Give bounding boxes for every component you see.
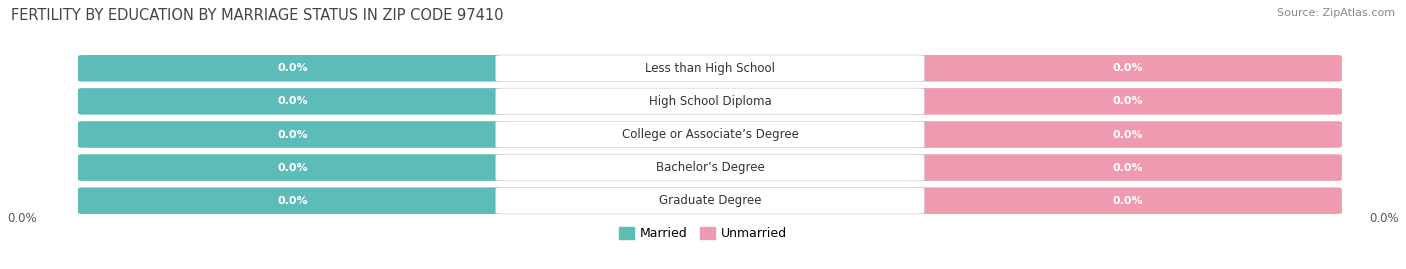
Text: College or Associate’s Degree: College or Associate’s Degree [621,128,799,141]
Text: 0.0%: 0.0% [1112,129,1143,140]
FancyBboxPatch shape [912,154,1341,181]
Text: Source: ZipAtlas.com: Source: ZipAtlas.com [1277,8,1395,18]
FancyBboxPatch shape [912,187,1341,214]
FancyBboxPatch shape [495,154,924,181]
Text: High School Diploma: High School Diploma [648,95,772,108]
FancyBboxPatch shape [495,187,924,214]
Legend: Married, Unmarried: Married, Unmarried [613,222,793,245]
Text: 0.0%: 0.0% [1112,162,1143,173]
FancyBboxPatch shape [77,154,1341,181]
FancyBboxPatch shape [77,88,506,115]
FancyBboxPatch shape [77,55,1341,82]
Text: FERTILITY BY EDUCATION BY MARRIAGE STATUS IN ZIP CODE 97410: FERTILITY BY EDUCATION BY MARRIAGE STATU… [11,8,503,23]
Text: 0.0%: 0.0% [277,129,308,140]
FancyBboxPatch shape [77,187,506,214]
Text: Less than High School: Less than High School [645,62,775,75]
Text: 0.0%: 0.0% [1112,196,1143,206]
Text: 0.0%: 0.0% [1112,96,1143,107]
Text: Graduate Degree: Graduate Degree [658,194,761,207]
FancyBboxPatch shape [77,121,506,148]
Text: 0.0%: 0.0% [277,196,308,206]
FancyBboxPatch shape [77,154,506,181]
Text: 0.0%: 0.0% [277,162,308,173]
FancyBboxPatch shape [77,55,506,82]
FancyBboxPatch shape [77,187,1341,214]
FancyBboxPatch shape [77,88,1341,115]
FancyBboxPatch shape [912,55,1341,82]
FancyBboxPatch shape [77,121,1341,148]
FancyBboxPatch shape [912,88,1341,115]
Text: 0.0%: 0.0% [1369,213,1399,225]
Text: 0.0%: 0.0% [277,96,308,107]
Text: Bachelor’s Degree: Bachelor’s Degree [655,161,765,174]
Text: 0.0%: 0.0% [277,63,308,73]
Text: 0.0%: 0.0% [1112,63,1143,73]
FancyBboxPatch shape [495,55,924,82]
FancyBboxPatch shape [495,88,924,115]
Text: 0.0%: 0.0% [7,213,37,225]
FancyBboxPatch shape [495,121,924,148]
FancyBboxPatch shape [912,121,1341,148]
